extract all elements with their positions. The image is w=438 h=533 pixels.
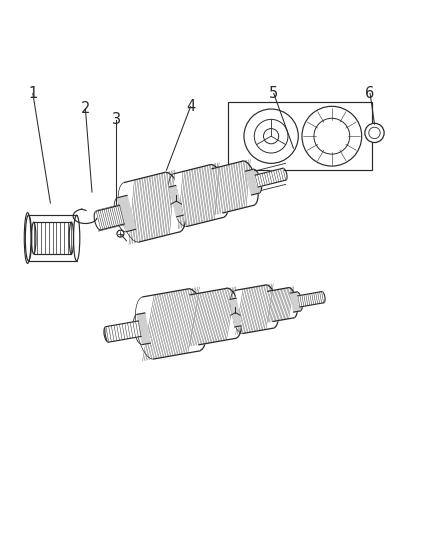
Bar bbox=[228, 102, 372, 170]
Circle shape bbox=[117, 230, 124, 237]
Ellipse shape bbox=[124, 195, 139, 229]
Ellipse shape bbox=[297, 296, 301, 307]
Circle shape bbox=[170, 195, 182, 207]
Ellipse shape bbox=[117, 205, 126, 224]
Text: 2: 2 bbox=[81, 101, 90, 116]
Circle shape bbox=[264, 128, 279, 144]
Ellipse shape bbox=[141, 313, 154, 343]
Ellipse shape bbox=[221, 288, 242, 338]
Circle shape bbox=[365, 123, 384, 142]
Polygon shape bbox=[174, 165, 223, 227]
Circle shape bbox=[166, 190, 187, 212]
Circle shape bbox=[110, 213, 117, 220]
Text: 4: 4 bbox=[186, 99, 195, 114]
Ellipse shape bbox=[282, 168, 287, 180]
Circle shape bbox=[314, 118, 350, 154]
Polygon shape bbox=[124, 173, 180, 242]
Ellipse shape bbox=[94, 211, 103, 230]
Circle shape bbox=[230, 307, 241, 318]
Text: 5: 5 bbox=[269, 86, 279, 101]
Ellipse shape bbox=[159, 172, 186, 232]
Polygon shape bbox=[96, 205, 124, 230]
Ellipse shape bbox=[233, 298, 244, 326]
Polygon shape bbox=[290, 292, 300, 312]
Polygon shape bbox=[106, 321, 141, 342]
Ellipse shape bbox=[251, 169, 261, 193]
Circle shape bbox=[302, 106, 362, 166]
Ellipse shape bbox=[173, 185, 186, 215]
Text: 3: 3 bbox=[112, 112, 120, 127]
Polygon shape bbox=[143, 289, 199, 359]
Polygon shape bbox=[118, 196, 135, 232]
Polygon shape bbox=[230, 298, 241, 327]
Ellipse shape bbox=[320, 292, 325, 303]
Polygon shape bbox=[236, 285, 273, 334]
Ellipse shape bbox=[238, 161, 258, 205]
Polygon shape bbox=[137, 313, 150, 344]
Ellipse shape bbox=[285, 288, 297, 318]
Ellipse shape bbox=[136, 321, 143, 336]
Polygon shape bbox=[190, 288, 236, 345]
Ellipse shape bbox=[294, 292, 302, 311]
Ellipse shape bbox=[104, 327, 111, 342]
Polygon shape bbox=[169, 185, 183, 217]
Ellipse shape bbox=[205, 165, 229, 217]
Circle shape bbox=[254, 119, 288, 153]
Ellipse shape bbox=[254, 175, 259, 187]
Polygon shape bbox=[246, 169, 259, 195]
Ellipse shape bbox=[180, 289, 207, 351]
Ellipse shape bbox=[261, 285, 279, 328]
Polygon shape bbox=[298, 292, 324, 307]
Polygon shape bbox=[212, 161, 254, 213]
Polygon shape bbox=[255, 168, 286, 187]
Text: 6: 6 bbox=[365, 86, 375, 101]
Circle shape bbox=[226, 303, 245, 322]
Polygon shape bbox=[268, 288, 294, 321]
Text: 1: 1 bbox=[28, 86, 38, 101]
Circle shape bbox=[244, 109, 298, 163]
